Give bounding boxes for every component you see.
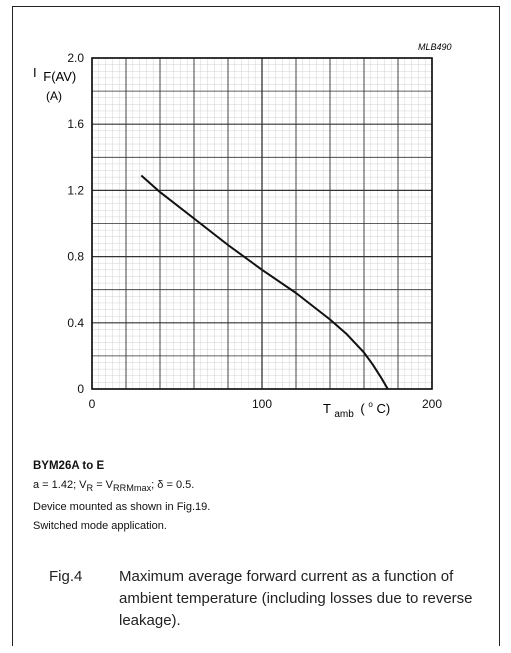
y-axis-label-main: I: [33, 65, 37, 80]
conditions-a: a = 1.42; V: [33, 479, 87, 491]
x-axis-unit-close: C): [376, 401, 390, 416]
x-axis-unit-open: (: [360, 401, 365, 416]
figure-caption-text: Maximum average forward current as a fun…: [119, 568, 473, 629]
application-note: Switched mode application.: [33, 520, 167, 533]
conditions-sub-rrm: RRMmax: [113, 483, 152, 494]
x-tick-label: 200: [422, 397, 442, 411]
tick-labels: 0 0.4 0.8 1.2 1.6 2.0 0 100 200: [67, 51, 442, 411]
mounting-note: Device mounted as shown in Fig.19.: [33, 501, 211, 514]
conditions-sub-r: R: [86, 483, 94, 494]
plot-frame: [91, 57, 433, 390]
series-line-0: [140, 174, 389, 390]
figure-label: Fig.4: [49, 568, 83, 585]
y-axis-label-sub: F(AV): [43, 69, 76, 84]
y-tick-label: 0: [77, 382, 84, 396]
major-grid: [91, 57, 433, 390]
y-axis-unit: (A): [46, 89, 62, 103]
x-tick-label: 100: [252, 397, 272, 411]
x-axis-label-main: T: [323, 401, 331, 416]
chart-ref-code: MLB490: [418, 42, 452, 52]
y-tick-label: 1.2: [67, 183, 84, 197]
conditions-end: ; δ = 0.5.: [151, 479, 195, 491]
conditions-mid: = V: [93, 479, 114, 491]
figure-frame: [12, 6, 500, 646]
figure-caption: Fig.4 Maximum average forward current as…: [49, 566, 479, 632]
figure-notes: BYM26A to E a = 1.42; VR = VRRMmax; δ = …: [33, 457, 210, 536]
x-axis-label: T amb ( o C): [323, 395, 390, 420]
y-tick-label: 0.4: [67, 316, 84, 330]
x-tick-label: 0: [89, 397, 96, 411]
x-axis-label-sub: amb: [334, 409, 354, 420]
y-tick-label: 0.8: [67, 250, 84, 264]
y-tick-label: 1.6: [67, 117, 84, 131]
x-axis-unit-degree: o: [368, 400, 373, 409]
y-tick-label: 2.0: [67, 51, 84, 65]
device-range: BYM26A to E: [33, 460, 105, 472]
curve-layer: [140, 174, 389, 390]
y-axis-label: I F(AV): [33, 65, 76, 84]
conditions-line: a = 1.42; VR = VRRMmax; δ = 0.5.: [33, 476, 210, 498]
